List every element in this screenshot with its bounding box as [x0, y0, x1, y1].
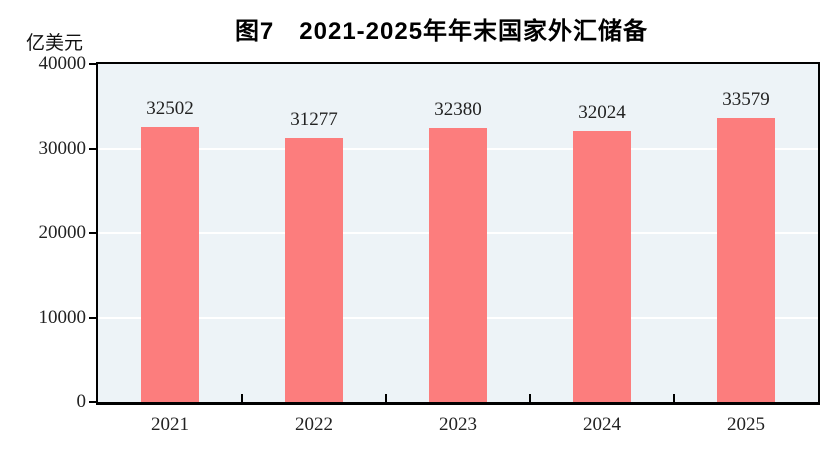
bar-value-label: 32502 [146, 98, 194, 119]
chart-title: 图7 2021-2025年年末国家外汇储备 [234, 18, 649, 45]
x-tick-label-2023: 2023 [439, 414, 477, 435]
bar-value-label: 32024 [578, 102, 626, 123]
bar-2022 [285, 138, 343, 402]
y-axis-unit-label: 亿美元 [26, 33, 84, 54]
bar-value-label: 31277 [290, 109, 338, 130]
y-axis-tick [89, 401, 97, 403]
x-axis-tick [241, 394, 243, 402]
x-tick-label-2025: 2025 [727, 414, 765, 435]
x-axis-tick [673, 394, 675, 402]
y-axis-tick [89, 63, 97, 65]
x-tick-label-2022: 2022 [295, 414, 333, 435]
plot-area: 32502 31277 32380 32024 33579 [96, 62, 820, 405]
y-axis-tick [89, 148, 97, 150]
x-axis-tick [385, 394, 387, 402]
y-tick-label-30000: 30000 [38, 138, 87, 159]
bar-value-label: 33579 [722, 89, 770, 110]
bar-2021 [141, 127, 199, 402]
x-tick-label-2021: 2021 [151, 414, 189, 435]
bar-2024 [573, 131, 631, 402]
y-tick-label-0: 0 [76, 391, 87, 412]
bar-value-label: 32380 [434, 99, 482, 120]
bar-2025 [717, 118, 775, 402]
y-tick-label-40000: 40000 [38, 53, 87, 74]
y-tick-label-20000: 20000 [38, 222, 87, 243]
x-axis-tick [529, 394, 531, 402]
y-axis-tick [89, 232, 97, 234]
y-tick-label-10000: 10000 [38, 307, 87, 328]
x-tick-label-2024: 2024 [583, 414, 621, 435]
bar-2023 [429, 128, 487, 402]
y-axis-tick [89, 317, 97, 319]
